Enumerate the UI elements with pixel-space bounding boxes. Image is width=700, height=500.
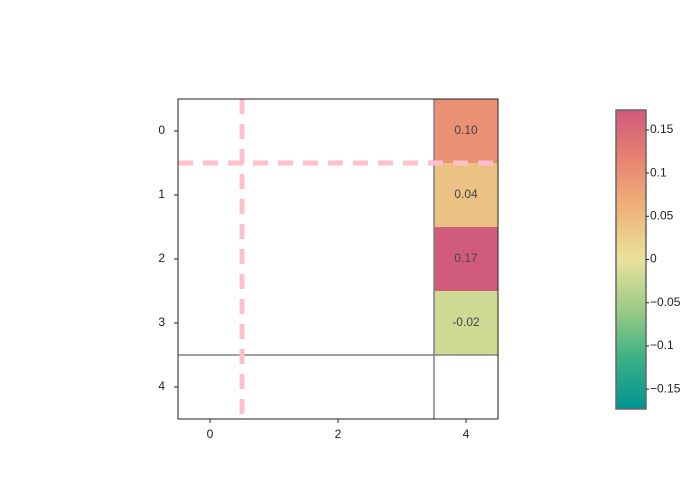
cell-label: -0.02: [452, 315, 480, 329]
colorbar-tick-label: −0.05: [650, 295, 681, 309]
heatmap-cell: [434, 227, 498, 291]
x-tick-label: 4: [463, 427, 470, 441]
colorbar-tick-label: 0.05: [650, 208, 674, 222]
y-tick-label: 4: [158, 379, 165, 393]
colorbar-tick-label: −0.15: [650, 381, 681, 395]
y-tick-label: 0: [158, 123, 165, 137]
x-tick-label: 0: [207, 427, 214, 441]
heatmap-cell: [434, 291, 498, 355]
colorbar-tick-label: 0.15: [650, 122, 674, 136]
heatmap-cell: [434, 163, 498, 227]
colorbar-tick-label: 0.1: [650, 165, 667, 179]
y-tick-label: 1: [158, 187, 165, 201]
y-tick-label: 3: [158, 315, 165, 329]
cell-label: 0.04: [454, 187, 478, 201]
x-tick-label: 2: [335, 427, 342, 441]
heatmap-cell: [434, 99, 498, 163]
y-tick-label: 2: [158, 251, 165, 265]
colorbar-tick-label: 0: [650, 252, 657, 266]
cell-label: 0.17: [454, 251, 478, 265]
cell-label: 0.10: [454, 123, 478, 137]
colorbar: [615, 109, 647, 410]
colorbar-tick-label: −0.1: [650, 338, 674, 352]
